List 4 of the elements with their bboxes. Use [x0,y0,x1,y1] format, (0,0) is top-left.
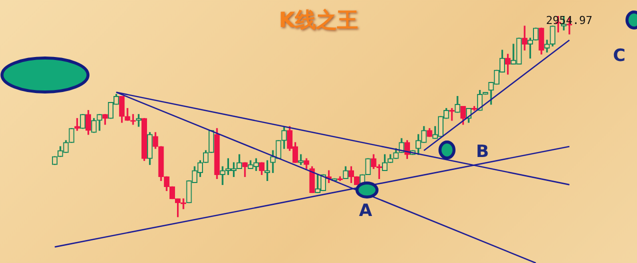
annotation: A [359,201,372,221]
text: C [613,46,626,66]
chart-title: K线之王 [278,8,358,32]
annotation: B [476,142,489,162]
